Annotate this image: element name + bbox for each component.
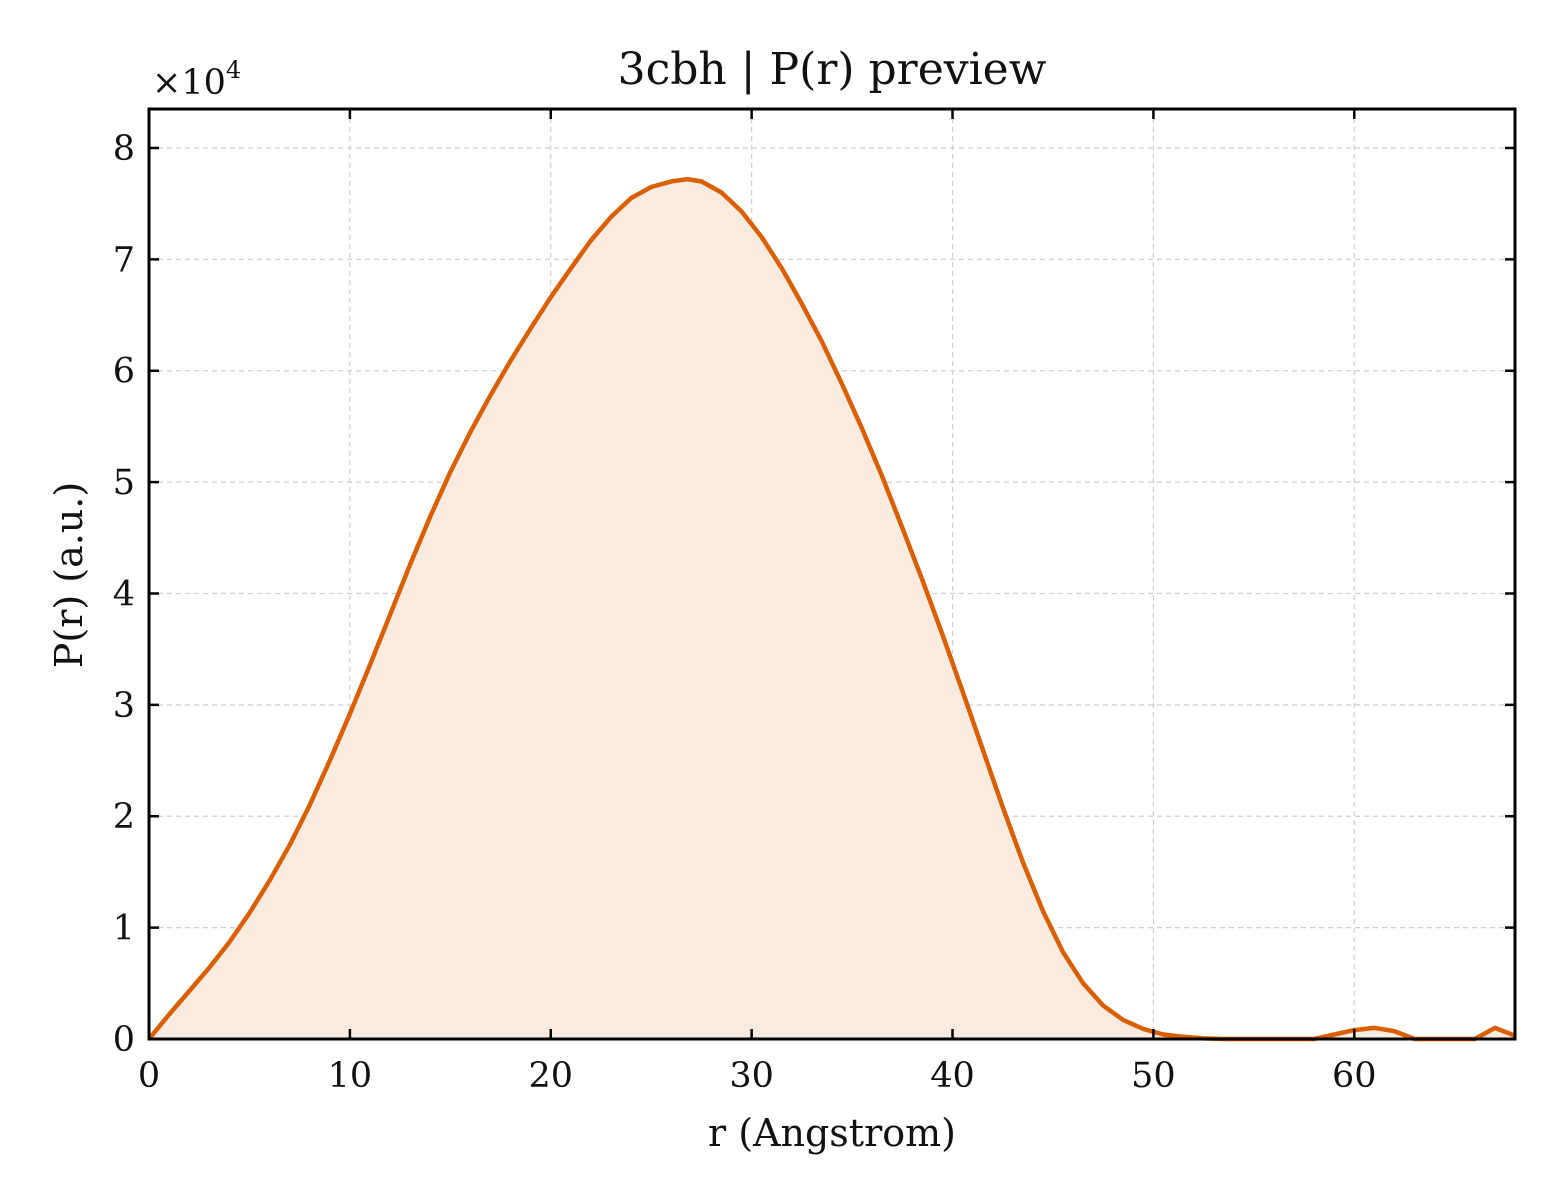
x-tick-label: 60 <box>1332 1056 1377 1096</box>
y-tick-label: 3 <box>113 686 135 726</box>
ticks-layer: 0 10 20 30 40 50 60 0 1 2 3 4 5 6 7 8 <box>113 109 1515 1096</box>
x-tick-label: 0 <box>138 1056 160 1096</box>
x-tick-label: 10 <box>328 1056 373 1096</box>
y-multiplier-base: ×10 <box>152 63 226 103</box>
x-tick-label: 50 <box>1131 1056 1176 1096</box>
chart-title: 3cbh | P(r) preview <box>618 44 1047 95</box>
y-tick-label: 0 <box>113 1020 135 1060</box>
y-multiplier-exp: 4 <box>226 56 241 84</box>
y-tick-label: 7 <box>113 240 135 280</box>
area-fill <box>149 179 1515 1039</box>
x-tick-label: 30 <box>729 1056 774 1096</box>
x-tick-label: 20 <box>528 1056 573 1096</box>
y-tick-label: 5 <box>113 463 135 503</box>
y-tick-label: 2 <box>113 797 135 837</box>
y-tick-label: 4 <box>113 574 135 614</box>
y-tick-label: 6 <box>113 352 135 392</box>
x-axis-label: r (Angstrom) <box>708 1111 956 1155</box>
y-axis-label: P(r) (a.u.) <box>47 482 91 668</box>
y-multiplier: ×104 <box>152 56 241 103</box>
y-tick-label: 1 <box>113 909 135 949</box>
x-tick-label: 40 <box>930 1056 975 1096</box>
y-tick-label: 8 <box>113 129 135 169</box>
plot-frame <box>147 107 1517 1041</box>
